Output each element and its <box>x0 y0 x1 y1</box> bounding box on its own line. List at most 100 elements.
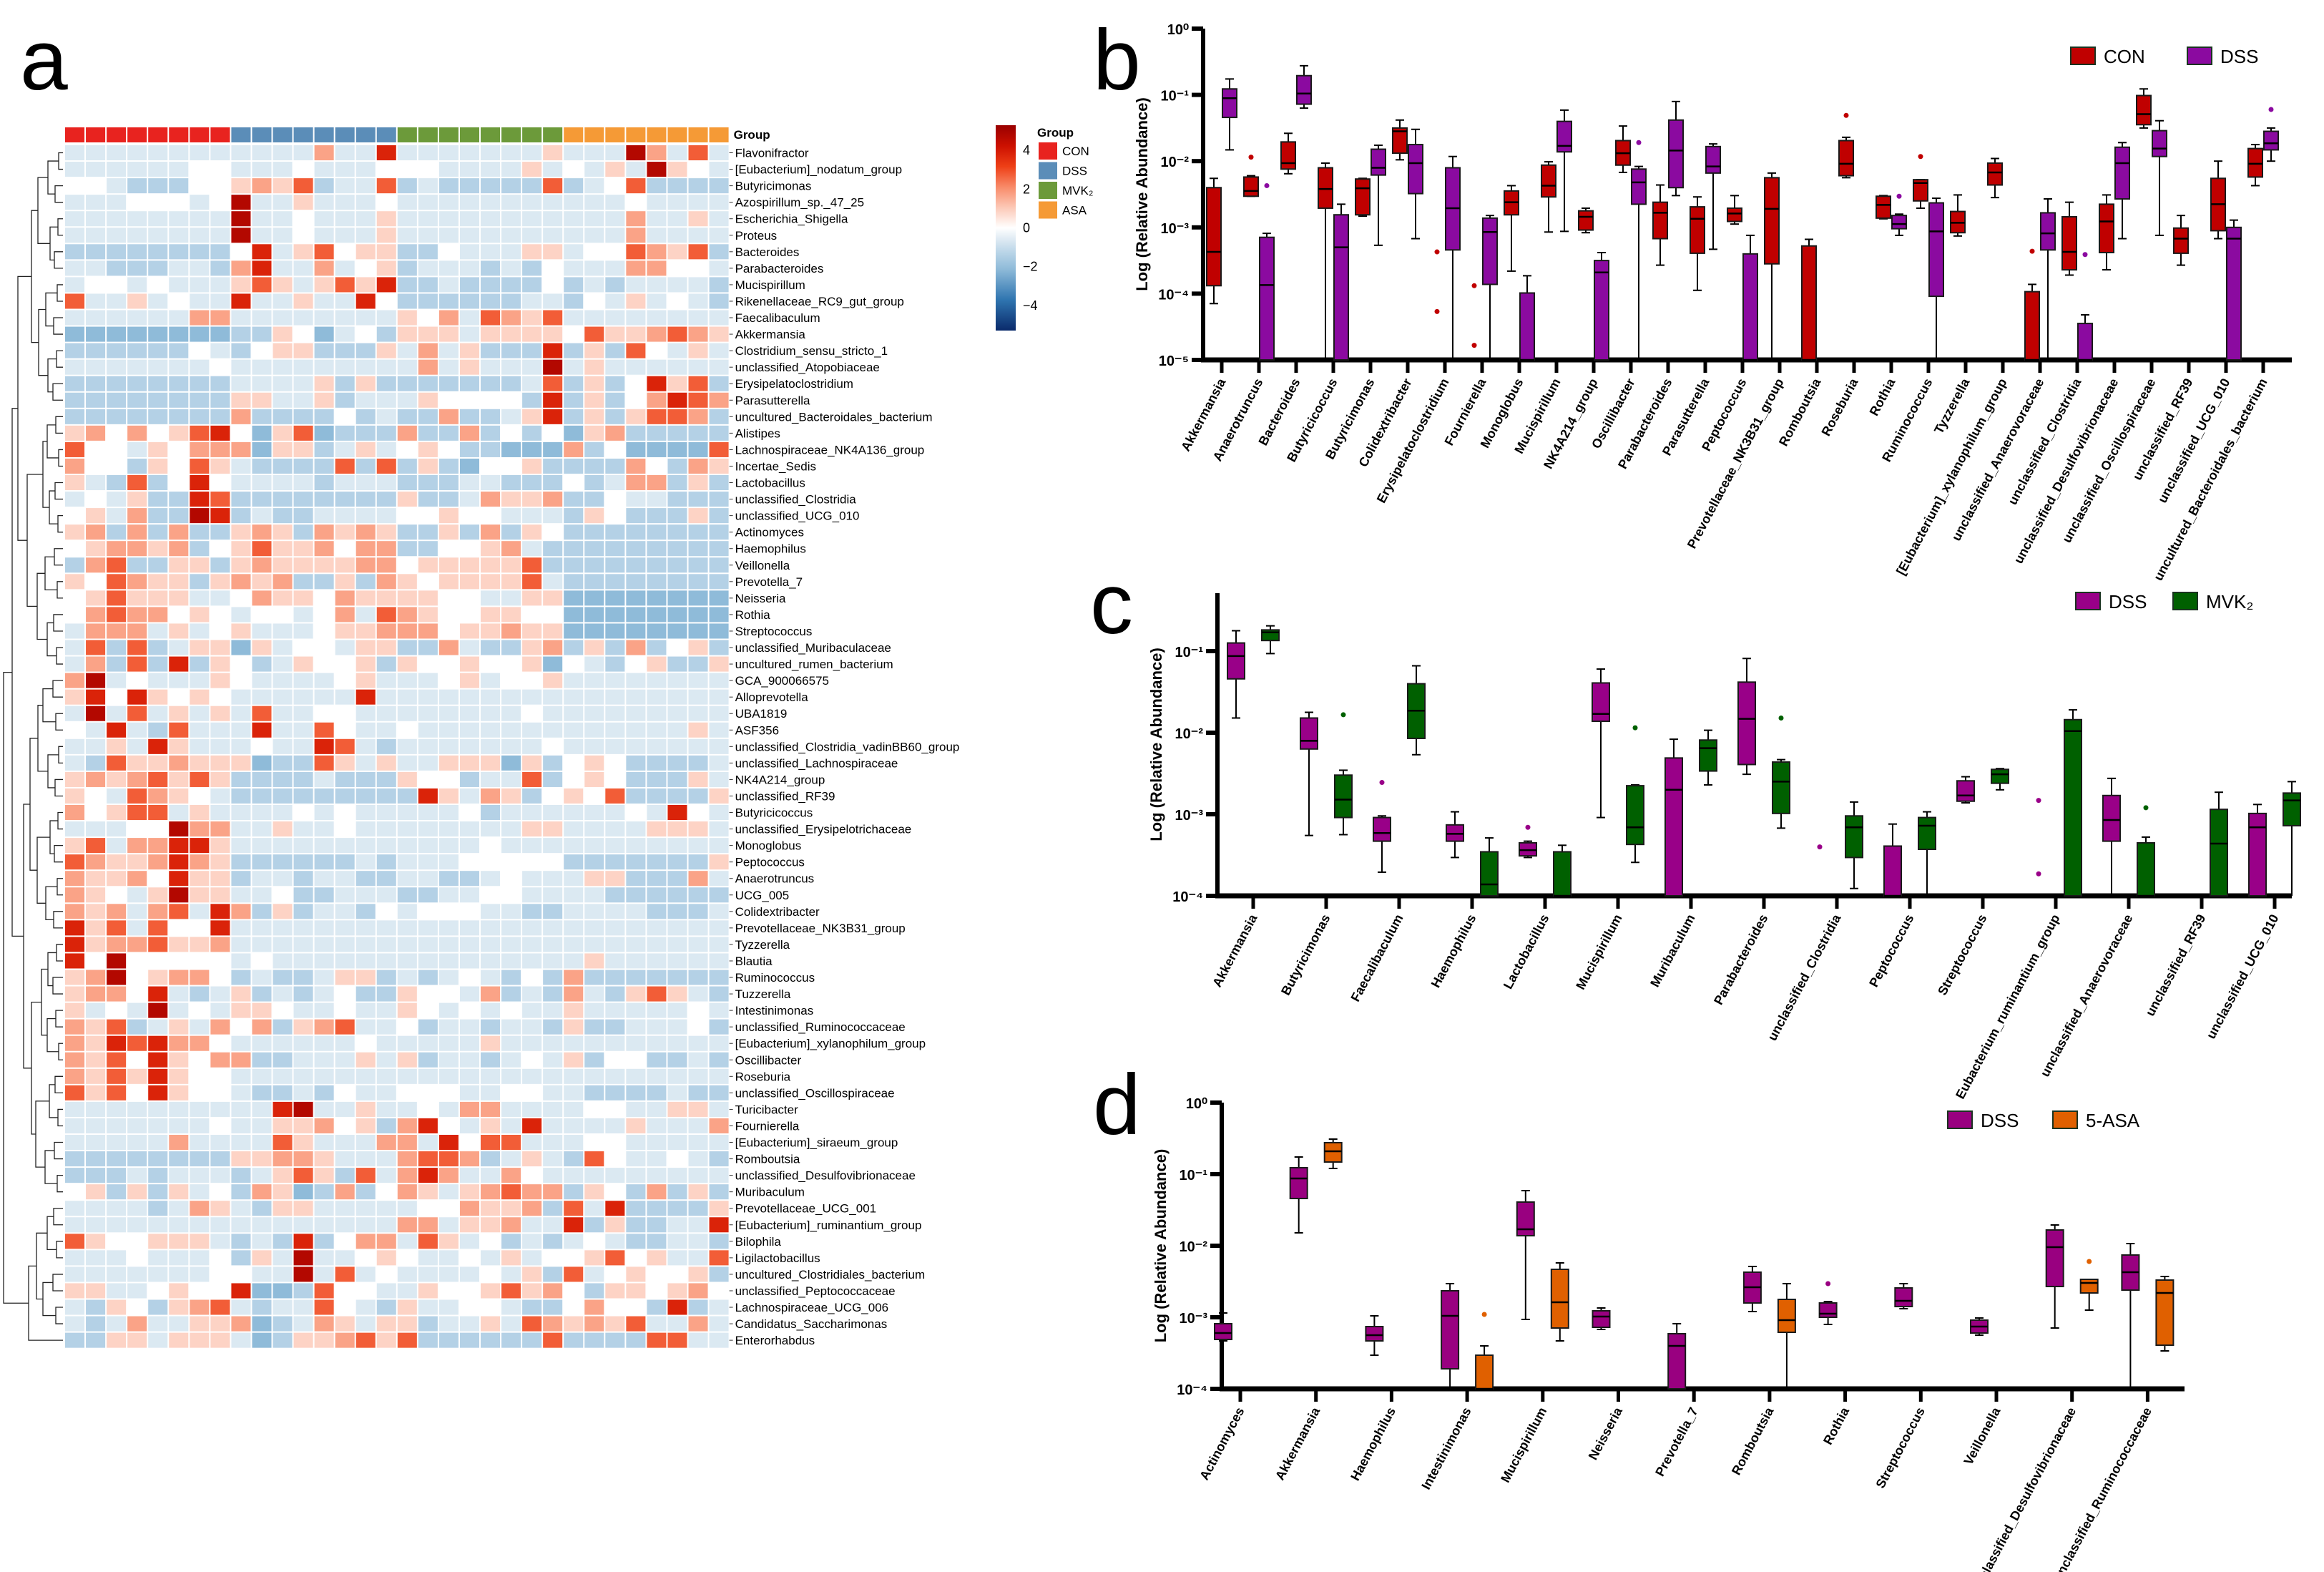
heatmap-cell <box>438 953 459 969</box>
heatmap-cell <box>86 1168 106 1183</box>
heatmap-cell <box>688 1184 708 1200</box>
heatmap-cell <box>190 1283 210 1299</box>
heatmap-cell <box>605 1002 625 1018</box>
heatmap-cell <box>86 1118 106 1133</box>
heatmap-cell <box>647 1250 667 1266</box>
heatmap-cell <box>252 162 272 177</box>
group-annotation-cell <box>647 127 667 142</box>
heatmap-cell <box>376 854 396 870</box>
group-annotation-cell <box>273 127 293 142</box>
heatmap-cell <box>626 640 646 655</box>
heatmap-cell <box>438 1283 459 1299</box>
heatmap-cell <box>626 260 646 276</box>
heatmap-cell <box>65 376 85 391</box>
heatmap-cell <box>252 838 272 854</box>
heatmap-cell <box>481 1135 501 1151</box>
heatmap-cell <box>605 195 625 210</box>
heatmap-cell <box>210 738 230 754</box>
heatmap-cell <box>65 673 85 688</box>
heatmap-cell <box>169 228 189 243</box>
heatmap-cell <box>667 1052 687 1068</box>
heatmap-cell <box>231 376 251 391</box>
heatmap-cell <box>127 293 147 309</box>
heatmap-cell <box>647 1184 667 1200</box>
heatmap-cell <box>169 1019 189 1035</box>
outlier-point <box>2087 1259 2092 1264</box>
heatmap-cell <box>418 458 438 474</box>
group-annotation-cell <box>688 127 708 142</box>
heatmap-cell <box>231 228 251 243</box>
heatmap-cell <box>210 871 230 887</box>
heatmap-cell <box>418 805 438 821</box>
heatmap-cell <box>356 228 376 243</box>
heatmap-cell <box>501 738 521 754</box>
heatmap-cell <box>356 689 376 705</box>
heatmap-cell <box>418 904 438 919</box>
heatmap-row-label: [Eubacterium]_siraeum_group <box>735 1136 898 1150</box>
heatmap-cell <box>647 244 667 260</box>
group-annotation-cell <box>169 127 189 142</box>
heatmap-cell <box>231 1068 251 1084</box>
heatmap-cell <box>231 607 251 623</box>
heatmap-cell <box>647 904 667 919</box>
group-annotation-cell <box>418 127 438 142</box>
heatmap-cell <box>397 492 417 507</box>
heatmap-row-label: Tuzzerella <box>735 987 791 1001</box>
heatmap-cell <box>418 953 438 969</box>
heatmap-cell <box>688 293 708 309</box>
heatmap-cell <box>356 788 376 804</box>
heatmap-cell <box>65 986 85 1002</box>
group-annotation-cell <box>86 127 106 142</box>
box-iqr <box>1553 851 1572 897</box>
heatmap-cell <box>647 590 667 606</box>
heatmap-cell <box>605 887 625 903</box>
heatmap-cell <box>273 1201 293 1216</box>
heatmap-cell <box>231 805 251 821</box>
heatmap-cell <box>438 986 459 1002</box>
group-annotation-cell <box>107 127 127 142</box>
box-iqr <box>1737 681 1756 766</box>
heatmap-cell <box>273 590 293 606</box>
heatmap-cell <box>501 821 521 837</box>
heatmap-cell <box>543 178 563 194</box>
heatmap-cell <box>397 425 417 441</box>
heatmap-cell <box>605 673 625 688</box>
heatmap-cell <box>647 277 667 293</box>
heatmap-cell <box>293 607 313 623</box>
heatmap-cell <box>626 508 646 524</box>
heatmap-cell <box>148 755 168 771</box>
heatmap-cell <box>335 178 355 194</box>
heatmap-cell <box>127 1217 147 1233</box>
heatmap-cell <box>148 260 168 276</box>
heatmap-cell <box>190 623 210 639</box>
heatmap-cell <box>501 1316 521 1332</box>
heatmap-cell <box>65 821 85 837</box>
box-iqr <box>1519 292 1535 361</box>
heatmap-cell <box>605 953 625 969</box>
box-dss <box>1214 1312 1232 1342</box>
heatmap-cell <box>418 937 438 952</box>
heatmap-cell <box>481 524 501 540</box>
heatmap-cell <box>273 1151 293 1167</box>
heatmap-cell <box>376 492 396 507</box>
heatmap-cell <box>605 441 625 457</box>
heatmap-cell <box>210 838 230 854</box>
heatmap-cell <box>65 937 85 952</box>
heatmap-cell <box>397 920 417 936</box>
heatmap-cell <box>231 1316 251 1332</box>
heatmap-cell <box>418 1101 438 1117</box>
heatmap-cell <box>190 475 210 491</box>
outlier-point <box>1340 712 1346 718</box>
heatmap-cell <box>231 656 251 672</box>
heatmap-cell <box>293 392 313 408</box>
heatmap-cell <box>709 162 729 177</box>
heatmap-cell <box>438 228 459 243</box>
heatmap-cell <box>688 1299 708 1315</box>
box-iqr <box>1323 1142 1343 1163</box>
heatmap-cell <box>293 738 313 754</box>
heatmap-cell <box>522 475 542 491</box>
heatmap-cell <box>210 1283 230 1299</box>
heatmap-cell <box>522 607 542 623</box>
heatmap-cell <box>293 871 313 887</box>
heatmap-cell <box>273 953 293 969</box>
